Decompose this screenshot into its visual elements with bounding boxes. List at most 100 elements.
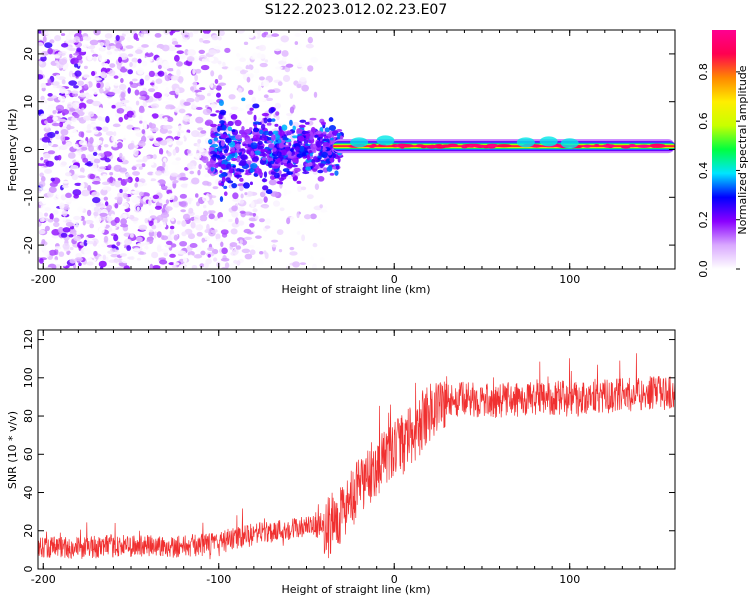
spectrogram-noise-blob xyxy=(172,201,180,208)
spectrogram-y-tick-label: 0 xyxy=(22,146,35,153)
spectrogram-marks xyxy=(38,30,675,269)
spectrogram-noise-blob xyxy=(65,221,74,227)
spectrogram-noise-blob xyxy=(240,193,244,199)
spectrogram-noise-blob xyxy=(62,227,71,233)
spectrogram-transition-blob xyxy=(309,117,317,121)
spectrogram-noise-blob xyxy=(41,238,46,245)
spectrogram-noise-blob xyxy=(115,42,123,49)
spectrogram-noise-blob xyxy=(74,257,84,262)
spectrogram-noise-blob xyxy=(149,215,157,219)
spectrogram-transition-blob xyxy=(211,143,219,148)
spectrogram-noise-blob xyxy=(256,264,266,269)
spectrogram-noise-blob xyxy=(187,184,192,191)
spectrogram-noise-blob xyxy=(112,144,118,148)
spectrogram-noise-blob xyxy=(177,131,181,138)
spectrogram-noise-blob xyxy=(96,82,101,89)
spectrogram-noise-blob xyxy=(182,262,191,266)
spectrogram-transition-blob xyxy=(263,130,270,136)
spectrogram-noise-blob xyxy=(52,85,58,89)
spectrogram-noise-blob xyxy=(289,93,294,99)
spectrogram-noise-blob xyxy=(103,143,109,148)
spectrogram-noise-blob xyxy=(198,49,206,54)
spectrogram-noise-blob xyxy=(109,172,114,176)
spectrogram-noise-blob xyxy=(172,148,177,156)
spectrogram-noise-blob xyxy=(98,260,107,268)
spectrogram-noise-blob xyxy=(67,102,73,108)
spectrogram-noise-blob xyxy=(171,123,176,127)
spectrogram-noise-blob xyxy=(190,86,194,91)
spectrogram-noise-blob xyxy=(278,248,283,253)
spectrogram-noise-blob xyxy=(121,105,126,109)
spectrogram-noise-blob xyxy=(82,157,89,163)
spectrogram-transition-blob xyxy=(270,107,275,113)
spectrogram-noise-blob xyxy=(91,88,100,95)
snr-series-line xyxy=(38,353,675,560)
spectrogram-noise-blob xyxy=(49,182,58,188)
spectrogram-noise-blob xyxy=(259,191,266,198)
spectrogram-carrier-peak xyxy=(594,143,600,148)
spectrogram-noise-blob xyxy=(98,46,107,52)
spectrogram-noise-blob xyxy=(124,238,133,246)
spectrogram-transition-blob xyxy=(231,183,238,189)
spectrogram-noise-blob xyxy=(224,47,231,53)
spectrogram-transition-blob xyxy=(239,148,244,152)
spectrogram-noise-blob xyxy=(88,111,95,117)
spectrogram-noise-blob xyxy=(259,250,264,255)
spectrogram-y-ticks: -20 -10 0 10 20 xyxy=(22,47,675,254)
spectrogram-noise-blob xyxy=(95,216,102,224)
spectrogram-noise-blob xyxy=(93,77,103,82)
spectrogram-noise-blob xyxy=(210,103,217,109)
spectrogram-noise-blob xyxy=(57,52,66,57)
spectrogram-noise-blob xyxy=(108,69,116,77)
spectrogram-noise-blob xyxy=(117,126,125,133)
spectrogram-noise-blob xyxy=(257,85,262,92)
spectrogram-noise-blob xyxy=(202,180,210,186)
spectrogram-noise-blob xyxy=(312,242,318,248)
spectrogram-transition-blob xyxy=(282,137,289,141)
spectrogram-noise-blob xyxy=(205,258,212,265)
spectrogram-transition-blob xyxy=(257,140,263,145)
spectrogram-noise-blob xyxy=(191,265,198,269)
spectrogram-noise-blob xyxy=(93,141,98,147)
spectrogram-noise-blob xyxy=(48,249,57,256)
spectrogram-noise-blob xyxy=(41,87,46,92)
spectrogram-noise-blob xyxy=(144,241,150,246)
spectrogram-noise-blob xyxy=(164,164,169,172)
spectrogram-noise-blob xyxy=(310,255,314,261)
spectrogram-noise-blob xyxy=(105,81,110,89)
spectrogram-noise-blob xyxy=(313,91,318,98)
spectrogram-noise-blob xyxy=(238,220,245,226)
spectrogram-transition-blob xyxy=(261,112,270,117)
spectrogram-noise-blob xyxy=(82,109,90,113)
spectrogram-noise-blob xyxy=(118,116,124,123)
spectrogram-transition-blob xyxy=(303,131,310,134)
spectrogram-noise-blob xyxy=(86,209,92,217)
spectrogram-noise-blob xyxy=(207,246,214,251)
spectrogram-transition-blob xyxy=(329,157,334,163)
spectrogram-noise-blob xyxy=(150,103,160,109)
snr-y-tick-label: 100 xyxy=(22,367,35,388)
spectrogram-transition-blob xyxy=(322,147,327,151)
spectrogram-noise-blob xyxy=(276,229,284,235)
spectrogram-noise-blob xyxy=(139,78,145,86)
spectrogram-noise-blob xyxy=(40,156,44,161)
spectrogram-transition-blob xyxy=(220,140,225,147)
spectrogram-noise-blob xyxy=(60,232,68,238)
spectrogram-carrier-peak xyxy=(636,144,652,148)
spectrogram-noise-blob xyxy=(113,234,119,242)
spectrogram-transition-blob xyxy=(209,150,217,155)
spectrogram-noise-blob xyxy=(62,184,69,189)
spectrogram-transition-blob xyxy=(306,153,311,161)
spectrogram-noise-blob xyxy=(120,78,124,83)
spectrogram-noise-blob xyxy=(239,185,244,192)
spectrogram-noise-blob xyxy=(174,44,182,48)
spectrogram-noise-blob xyxy=(55,74,61,80)
spectrogram-noise-blob xyxy=(53,221,60,228)
spectrogram-carrier-peak xyxy=(583,144,592,148)
spectrogram-noise-blob xyxy=(44,266,53,269)
spectrogram-noise-blob xyxy=(202,108,212,116)
spectrogram-transition-blob xyxy=(283,155,287,159)
spectrogram-noise-blob xyxy=(120,205,127,210)
spectrogram-noise-blob xyxy=(250,200,255,208)
spectrogram-noise-blob xyxy=(136,236,143,242)
